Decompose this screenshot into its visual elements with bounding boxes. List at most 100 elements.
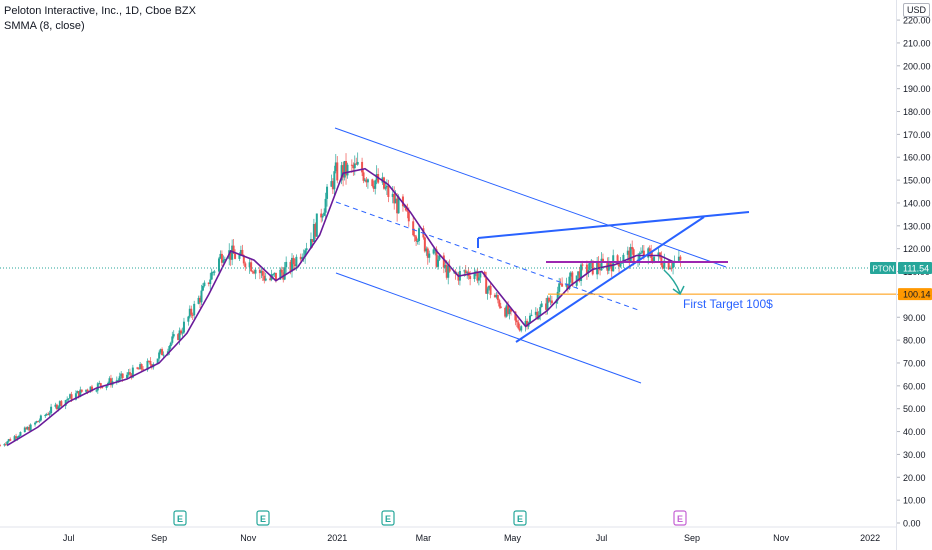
earnings-marker[interactable] bbox=[256, 510, 270, 526]
candle-body bbox=[120, 373, 123, 377]
indicator-legend[interactable]: SMMA (8, close) bbox=[4, 20, 85, 32]
candle-body bbox=[76, 391, 79, 394]
earnings-marker[interactable] bbox=[673, 510, 687, 526]
price-tick-label: 220.00 bbox=[903, 16, 931, 26]
candle-body bbox=[209, 279, 212, 285]
candle-body bbox=[29, 424, 32, 431]
candle-body bbox=[588, 262, 591, 270]
last-price-tag bbox=[898, 262, 932, 275]
candle-body bbox=[336, 162, 339, 181]
candle-body bbox=[493, 294, 496, 298]
candle-body bbox=[547, 297, 550, 302]
candle-body bbox=[197, 297, 200, 304]
channel-upper-line[interactable] bbox=[334, 127, 727, 268]
candle-body bbox=[274, 272, 277, 280]
candle-body bbox=[415, 236, 418, 242]
candle-body bbox=[253, 271, 256, 274]
drawing-tools-layer[interactable]: First Target 100$ bbox=[0, 127, 896, 384]
candle-body bbox=[161, 349, 164, 356]
candle-body bbox=[437, 259, 439, 267]
candle-body bbox=[231, 245, 234, 260]
target-price-tag bbox=[898, 288, 932, 301]
candle-body bbox=[181, 332, 184, 334]
price-scale-divider bbox=[896, 0, 897, 550]
wedge-upper-line[interactable] bbox=[477, 211, 750, 239]
channel-median-line[interactable] bbox=[335, 201, 642, 312]
candle-body bbox=[311, 239, 314, 242]
candle-body bbox=[77, 391, 80, 397]
price-tick-label: 190.00 bbox=[903, 84, 931, 94]
candle-body bbox=[540, 303, 543, 308]
candle-body bbox=[326, 186, 329, 199]
candle-body bbox=[291, 257, 293, 272]
candle-body bbox=[162, 354, 165, 356]
candle-body bbox=[191, 314, 194, 316]
candle-body bbox=[372, 186, 375, 189]
candle-body bbox=[466, 271, 469, 274]
earnings-marker[interactable] bbox=[381, 510, 395, 526]
candle-body bbox=[34, 422, 37, 425]
candle-body bbox=[283, 267, 286, 280]
candle-body bbox=[416, 240, 419, 242]
last-price-label: 111.54 bbox=[903, 264, 929, 274]
candle-body bbox=[496, 295, 499, 301]
candle-body bbox=[6, 441, 9, 445]
symbol-title[interactable]: Peloton Interactive, Inc., 1D, Cboe BZX bbox=[4, 5, 196, 17]
candle-body bbox=[127, 372, 130, 375]
earnings-marker-label: E bbox=[517, 514, 523, 524]
candle-body bbox=[444, 264, 447, 268]
time-tick-label: Sep bbox=[151, 533, 167, 543]
candle-body bbox=[50, 406, 53, 414]
candle-body bbox=[137, 368, 140, 370]
candle-body bbox=[79, 389, 82, 397]
wedge-lower-line[interactable] bbox=[515, 216, 705, 343]
candle-body bbox=[340, 165, 343, 181]
candle-body bbox=[447, 265, 450, 278]
candle-body bbox=[272, 274, 275, 276]
earnings-marker[interactable] bbox=[513, 510, 527, 526]
candle-body bbox=[159, 349, 162, 353]
candle-body bbox=[301, 257, 304, 260]
projection-arrowhead[interactable] bbox=[672, 285, 685, 296]
earnings-marker[interactable] bbox=[173, 510, 187, 526]
candle-body bbox=[355, 163, 358, 165]
candle-body bbox=[45, 414, 48, 416]
price-tick-label: 160.00 bbox=[903, 153, 931, 163]
candle-body bbox=[571, 272, 574, 286]
candle-body bbox=[190, 308, 193, 315]
candle-body bbox=[677, 256, 680, 261]
candle-body bbox=[558, 283, 561, 292]
channel-lower-line[interactable] bbox=[335, 272, 642, 384]
candle-body bbox=[320, 213, 323, 218]
candle-body bbox=[70, 394, 73, 400]
candle-body bbox=[258, 269, 261, 274]
price-tick-label: 80.00 bbox=[903, 336, 926, 346]
candle-body bbox=[126, 374, 129, 379]
candle-body bbox=[172, 334, 175, 337]
candle-body bbox=[289, 261, 292, 272]
price-tick-label: 10.00 bbox=[903, 496, 926, 506]
candle-body bbox=[457, 273, 460, 281]
time-axis[interactable]: Jul Sep Nov 2021 Mar May Jul Sep Nov 2022 bbox=[0, 526, 896, 543]
candle-body bbox=[374, 180, 377, 189]
candle-body bbox=[279, 269, 282, 280]
annotation-first-target[interactable]: First Target 100$ bbox=[683, 297, 773, 311]
candle-body bbox=[105, 384, 108, 389]
candle-body bbox=[23, 427, 26, 433]
projection-arrow[interactable] bbox=[663, 269, 681, 294]
price-tick-label: 0.00 bbox=[903, 519, 921, 529]
candle-body bbox=[648, 248, 651, 251]
candle-body bbox=[536, 311, 539, 320]
candle-body bbox=[309, 239, 312, 249]
candle-body bbox=[418, 228, 421, 241]
candle-body bbox=[622, 254, 625, 263]
candle-body bbox=[95, 390, 98, 392]
candle-body bbox=[115, 380, 118, 382]
currency-badge[interactable]: USD bbox=[903, 3, 931, 17]
candle-body bbox=[131, 367, 134, 378]
candle-body bbox=[69, 394, 72, 399]
candle-body bbox=[67, 398, 70, 400]
candle-body bbox=[476, 271, 479, 281]
